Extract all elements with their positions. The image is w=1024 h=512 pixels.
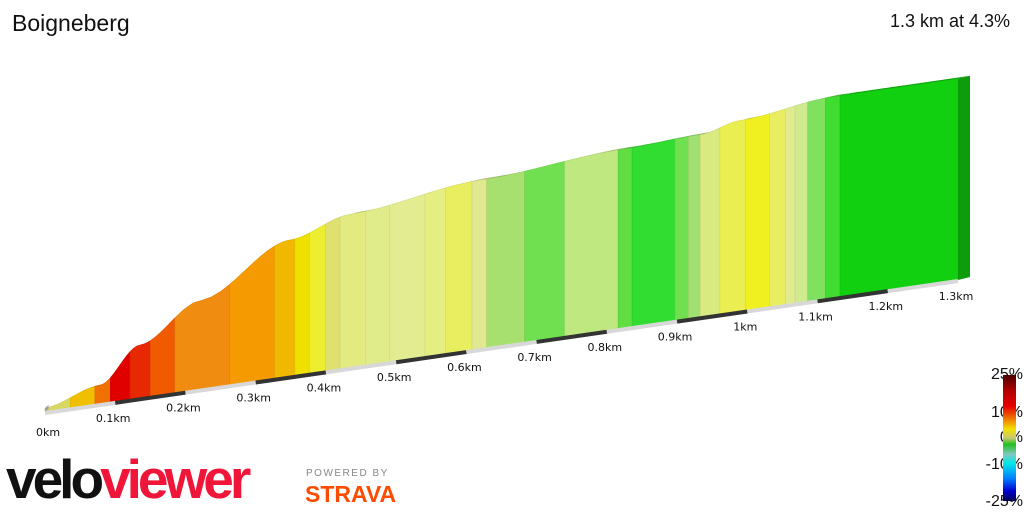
- gradient-segment: [274, 238, 296, 380]
- gradient-segment: [471, 178, 488, 351]
- x-tick-label: 0.1km: [96, 412, 131, 425]
- gradient-segment: [825, 95, 841, 300]
- gradient-segment: [445, 181, 473, 355]
- distance-axis-band: [606, 319, 678, 334]
- gradient-segment: [129, 340, 151, 401]
- x-tick-label: 0.3km: [236, 392, 271, 405]
- x-tick-label: 0.6km: [447, 361, 482, 374]
- gradient-segment: [150, 317, 176, 398]
- gradient-segment: [389, 193, 426, 363]
- gradient-segment: [229, 245, 275, 386]
- strava-logo[interactable]: STRAVA: [305, 481, 397, 507]
- gradient-segment: [839, 78, 959, 298]
- x-tick-label: 1.1km: [798, 310, 833, 323]
- profile-top-face: [632, 136, 687, 148]
- gradient-segment: [424, 187, 446, 358]
- gradient-segment: [769, 108, 786, 308]
- x-tick-label: 0.4km: [307, 381, 342, 394]
- gradient-segment: [486, 170, 525, 349]
- gradient-segment: [174, 283, 230, 394]
- legend-color-scale: [1003, 375, 1016, 501]
- gradient-segment: [617, 147, 633, 330]
- distance-axis-band: [44, 400, 116, 415]
- x-tick-label: 0.8km: [588, 341, 623, 354]
- segment-title: Boigneberg: [12, 10, 130, 36]
- gradient-segment: [744, 113, 771, 312]
- gradient-segment: [94, 377, 111, 406]
- gradient-segment: [309, 223, 326, 375]
- gradient-segment: [110, 350, 131, 403]
- gradient-segment: [631, 138, 676, 328]
- x-tick-label: 0.7km: [517, 351, 552, 364]
- profile-top-face: [745, 110, 782, 120]
- gradient-segment: [794, 101, 808, 304]
- gradient-segment: [564, 149, 619, 338]
- x-tick-label: 1km: [733, 320, 757, 333]
- distance-axis-band: [676, 309, 748, 324]
- gradient-segment: [294, 232, 311, 377]
- distance-axis-band: [887, 279, 959, 294]
- gradient-segment: [674, 136, 689, 322]
- profile-top-face: [618, 144, 645, 151]
- gradient-segment: [339, 211, 366, 370]
- x-tick-label: 0.2km: [166, 402, 201, 415]
- x-tick-label: 0.9km: [658, 331, 693, 344]
- distance-axis-band: [466, 339, 537, 355]
- gradient-segment: [807, 97, 826, 303]
- gradient-segment: [365, 204, 391, 366]
- x-tick-label: 1.3km: [939, 290, 974, 303]
- profile-end-face: [958, 75, 970, 280]
- distance-axis-band: [747, 299, 818, 314]
- x-tick-label: 1.2km: [868, 300, 903, 313]
- gradient-segment: [524, 160, 565, 343]
- distance-axis-band: [185, 380, 256, 395]
- gradient-segment: [688, 134, 701, 320]
- distance-axis-band: [255, 370, 327, 385]
- segment-summary: 1.3 km at 4.3%: [889, 11, 1010, 31]
- distance-axis-band: [817, 289, 889, 304]
- profile-start-face: [45, 405, 49, 412]
- profile-top-face: [486, 168, 537, 180]
- distance-axis-band: [114, 390, 186, 405]
- gradient-segment: [719, 119, 746, 315]
- gradient-segment: [324, 216, 341, 372]
- veloviewer-logo[interactable]: veloviewer: [6, 448, 251, 510]
- profile-top-face: [840, 75, 970, 96]
- distance-axis-band: [325, 360, 397, 375]
- distance-axis-band: [395, 350, 467, 365]
- powered-by-label: POWERED BY: [306, 468, 389, 479]
- x-tick-label: 0km: [36, 426, 60, 439]
- x-tick-label: 0.5km: [377, 371, 412, 384]
- distance-axis-band: [536, 329, 608, 344]
- gradient-segment: [700, 127, 721, 318]
- gradient-segment: [784, 105, 796, 306]
